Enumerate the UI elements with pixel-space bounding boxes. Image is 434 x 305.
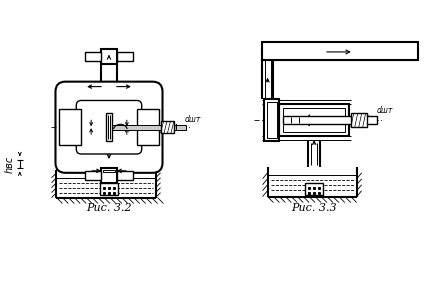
FancyBboxPatch shape [76, 100, 141, 154]
Bar [103, 170, 115, 172]
Text: Рис. 3.2: Рис. 3.2 [86, 203, 132, 213]
Bar [279, 104, 348, 136]
Bar [283, 108, 344, 132]
Bar [101, 168, 117, 183]
Bar [117, 171, 132, 180]
Bar [261, 42, 417, 60]
Bar [85, 171, 101, 180]
Text: Рис. 3.3: Рис. 3.3 [291, 203, 336, 213]
Text: S: S [312, 115, 316, 124]
Bar [136, 109, 158, 145]
Bar [112, 125, 186, 130]
Bar [160, 121, 174, 133]
Bar [59, 109, 81, 145]
Bar [266, 102, 277, 138]
Text: dшт: dшт [376, 106, 392, 115]
Text: hвс: hвс [5, 155, 15, 173]
Bar [263, 99, 279, 141]
Bar [85, 52, 101, 61]
Bar [105, 113, 112, 141]
Bar [117, 52, 132, 61]
Text: dшт: dшт [184, 115, 200, 124]
Bar [283, 116, 376, 124]
Bar [100, 183, 118, 195]
Bar [101, 49, 117, 64]
Bar [350, 113, 366, 127]
FancyBboxPatch shape [56, 82, 162, 173]
Bar [305, 183, 322, 195]
